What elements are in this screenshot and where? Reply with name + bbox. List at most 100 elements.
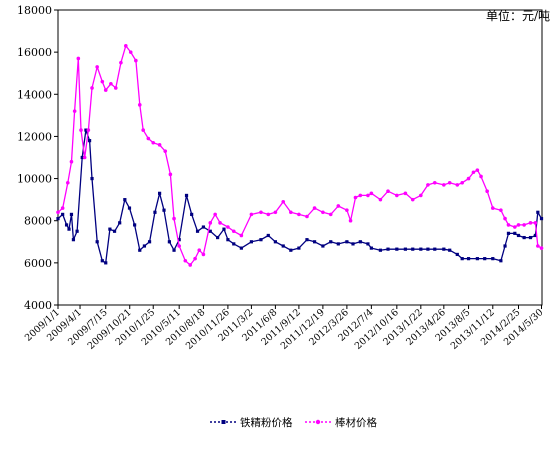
data-point [503,244,507,248]
data-point [197,248,202,253]
data-point [466,257,471,261]
data-point [172,216,176,221]
data-point [177,244,181,248]
data-point [213,212,217,217]
data-point [419,247,423,251]
legend-label-1: 铁精粉价格 [240,416,293,429]
data-point [188,263,193,267]
series-line-2 [57,45,542,266]
data-point [123,198,127,202]
data-point [190,212,194,216]
data-point [466,176,471,181]
data-point [273,240,277,244]
data-point [353,195,358,200]
data-point [146,136,151,141]
data-point [153,210,157,214]
data-point [84,128,88,132]
data-point [386,247,390,251]
data-point [475,168,480,172]
data-point [410,197,415,202]
data-point [516,233,521,238]
data-point [506,223,511,227]
y-tick-label: 14000 [17,88,52,101]
data-point [138,248,142,252]
data-point [358,193,363,198]
data-point [366,242,370,246]
data-point [345,240,349,244]
y-tick-label: 4000 [24,299,52,312]
data-point [80,155,84,160]
data-point [266,212,271,217]
series-line-1 [57,129,543,264]
data-point [321,244,325,248]
y-tick-label: 16000 [17,46,52,59]
data-point [403,191,408,196]
data-point [432,180,437,185]
data-point [348,218,353,223]
data-point [419,193,423,198]
data-point [157,143,162,147]
data-point [433,247,437,251]
data-point [289,248,293,252]
data-point [113,86,118,90]
data-point [297,246,301,250]
data-point [167,240,171,244]
y-tick-label: 18000 [17,4,52,17]
data-point [528,235,533,240]
data-point [345,208,349,212]
data-point [239,246,243,250]
data-point [289,210,293,215]
data-point [455,252,459,257]
data-point [395,247,399,251]
data-point [103,88,108,92]
data-point [112,229,117,233]
data-point [118,221,122,225]
data-point [378,248,383,252]
data-point [231,229,236,234]
data-point [533,221,538,225]
data-point [522,235,526,240]
data-point [216,235,220,240]
data-point [61,212,65,216]
data-point [328,212,333,217]
data-point [536,210,540,214]
data-point [490,206,495,210]
data-point [336,204,341,208]
data-point [259,238,263,242]
data-point [124,44,128,48]
data-point [69,159,74,164]
data-point [208,221,213,225]
y-tick-label: 10000 [17,173,52,186]
data-point [134,58,138,63]
data-point [222,227,226,231]
data-point [100,259,104,263]
data-point [163,149,168,153]
data-point [312,206,317,210]
data-point [183,258,188,263]
data-point [460,257,464,261]
x-axis: 2009/1/12009/4/12009/7/152009/10/212010/… [23,305,546,352]
data-point [506,231,511,235]
series-layer [56,44,544,267]
data-point [321,210,325,215]
data-point [351,242,355,246]
data-point [95,65,99,69]
data-point [208,229,212,233]
data-point [76,56,81,61]
data-point [455,183,460,187]
legend-label-2: 棒材价格 [335,416,377,429]
plot-frame [57,9,543,306]
data-point [172,248,176,252]
data-point [479,174,483,179]
data-point [201,225,206,229]
data-point [471,170,476,175]
data-point [528,221,533,225]
data-point [281,244,285,248]
y-tick-label: 8000 [24,215,52,228]
data-point [239,233,244,238]
data-point [108,227,112,231]
y-tick-label: 12000 [17,130,52,143]
data-point [503,216,507,221]
data-point [491,257,495,261]
